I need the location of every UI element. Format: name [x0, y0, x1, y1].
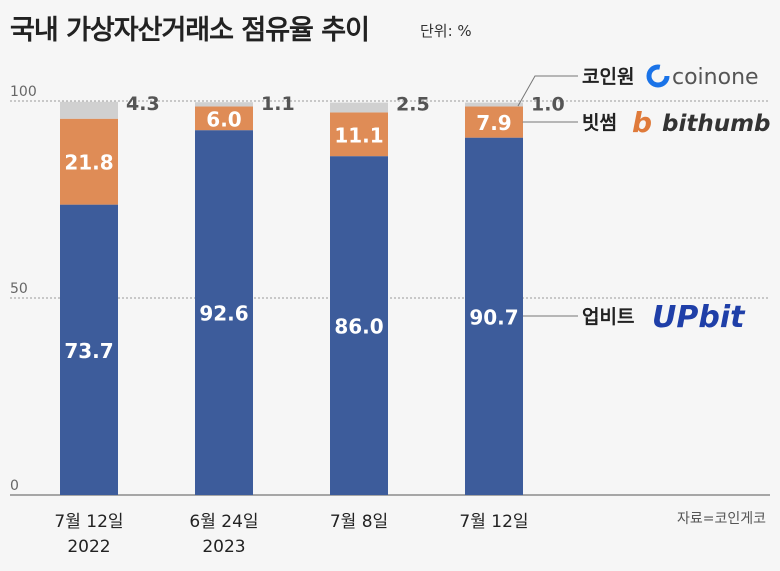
data-label: 2.5 — [396, 94, 430, 116]
data-label: 90.7 — [469, 305, 518, 329]
bar-bithumb — [330, 112, 388, 157]
x-tick-label: 2023 — [202, 537, 245, 557]
data-label: 7.9 — [476, 111, 511, 135]
x-tick-label: 7월 8일 — [330, 512, 388, 532]
x-tick-label: 7월 12일 — [459, 512, 528, 532]
bar-upbit — [60, 204, 118, 495]
bar-coinone — [60, 101, 118, 119]
x-tick-label: 6월 24일 — [189, 512, 258, 532]
coinone-logo-icon — [646, 64, 670, 88]
bar-coinone — [465, 102, 523, 107]
data-label: 6.0 — [206, 107, 241, 131]
bar-coinone — [330, 102, 388, 113]
coinone-logo: coinone — [672, 65, 759, 90]
bar-upbit — [195, 130, 253, 495]
bithumb-logo: bithumb — [662, 111, 771, 137]
legend-label: 빗썸 — [582, 112, 617, 134]
legend-leader-line — [517, 75, 578, 107]
bar-coinone — [195, 102, 253, 107]
bar-bithumb — [60, 118, 118, 205]
data-label: 4.3 — [126, 93, 160, 115]
chart-title: 국내 가상자산거래소 점유율 추이 — [10, 15, 370, 46]
legend-label: 업비트 — [582, 306, 634, 328]
bar-bithumb — [465, 106, 523, 138]
y-tick-label: 100 — [10, 84, 37, 100]
y-tick-label: 0 — [10, 478, 19, 494]
data-label: 92.6 — [199, 302, 248, 326]
data-label: 21.8 — [64, 151, 113, 175]
source-label: 자료=코인게코 — [676, 511, 766, 527]
bar-upbit — [465, 137, 523, 495]
legend-label: 코인원 — [582, 66, 634, 88]
bithumb-logo-icon: b — [632, 106, 652, 139]
data-label: 86.0 — [334, 315, 383, 339]
data-label: 11.1 — [334, 123, 383, 147]
bar-upbit — [330, 156, 388, 495]
x-tick-label: 2022 — [67, 537, 110, 557]
upbit-logo: UPbit — [652, 300, 746, 335]
unit-label: 단위: % — [420, 22, 472, 40]
y-tick-label: 50 — [10, 281, 28, 297]
x-tick-label: 7월 12일 — [54, 512, 123, 532]
data-label: 1.0 — [531, 94, 565, 116]
data-label: 73.7 — [64, 339, 113, 363]
bar-bithumb — [195, 106, 253, 131]
data-label: 1.1 — [261, 93, 295, 115]
